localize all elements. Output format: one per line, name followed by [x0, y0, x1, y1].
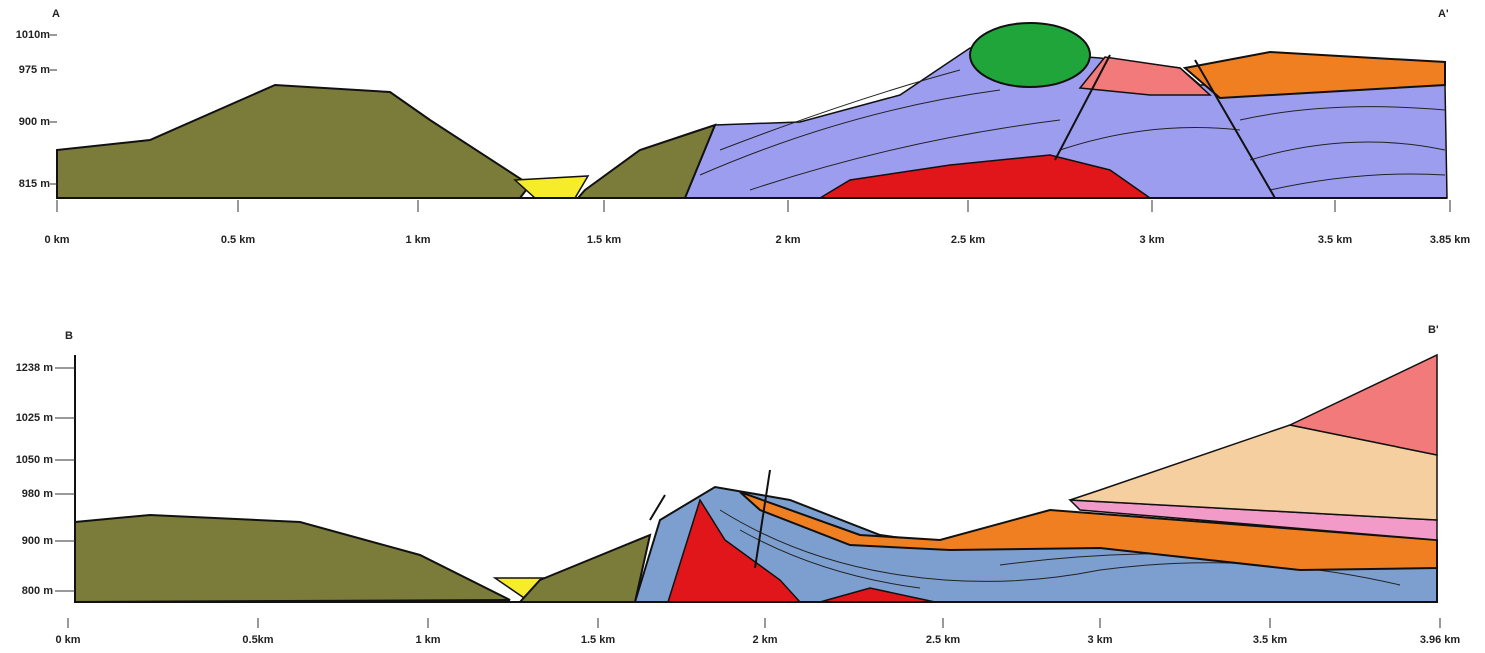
section-start-label: B — [65, 330, 73, 342]
faults — [1054, 54, 1276, 199]
faults — [649, 469, 771, 569]
distance-label: 1.5 km — [581, 634, 615, 646]
distance-label: 1.5 km — [587, 234, 621, 246]
elevation-label: 1025 m — [16, 412, 54, 424]
distance-label: 2.5 km — [926, 634, 960, 646]
olive-hill — [56, 83, 532, 199]
section-start-label: A — [52, 8, 60, 20]
distance-label: 3.5 km — [1318, 234, 1352, 246]
distance-label: 3.5 km — [1253, 634, 1287, 646]
valley-fill — [513, 175, 590, 199]
distance-label: 3 km — [1139, 234, 1164, 246]
elevation-label: 900 m — [22, 535, 53, 547]
elevation-label: 975 m — [19, 64, 50, 76]
section-end-label: B' — [1428, 324, 1439, 336]
red-top-unit — [1287, 353, 1438, 456]
section-b: B B' — [65, 324, 1439, 604]
distance-label: 3.96 km — [1420, 634, 1461, 646]
green-unit — [969, 22, 1091, 88]
distance-label: 3 km — [1087, 634, 1112, 646]
distance-label: 0.5km — [242, 634, 273, 646]
section-end-label: A' — [1438, 8, 1449, 20]
distance-label: 0.5 km — [221, 234, 255, 246]
distance-label: 3.85 km — [1430, 234, 1471, 246]
elevation-label: 980 m — [22, 488, 53, 500]
distance-label: 2.5 km — [951, 234, 985, 246]
distance-label: 1 km — [405, 234, 430, 246]
elevation-label: 1238 m — [16, 362, 54, 374]
distance-label: 0 km — [55, 634, 80, 646]
elevation-label: 1050 m — [16, 454, 54, 466]
elevation-label: 800 m — [22, 585, 53, 597]
axis-labels: 1010m 975 m 900 m 815 m 0 km 0.5 km 1 km 1.5 km… — [16, 29, 1471, 646]
distance-label: 1 km — [415, 634, 440, 646]
elevation-label: 1010m — [16, 29, 50, 41]
section-a: A A' — [52, 8, 1449, 199]
pink-unit — [1078, 56, 1212, 96]
olive-hill — [74, 513, 511, 604]
bedding — [699, 69, 1446, 191]
olive-hill-2 — [517, 533, 652, 603]
elevation-label: 900 m — [19, 116, 50, 128]
distance-label: 0 km — [44, 234, 69, 246]
distance-label: 2 km — [775, 234, 800, 246]
elevation-label: 815 m — [19, 178, 50, 190]
tan-unit — [1069, 424, 1438, 521]
distance-label: 2 km — [752, 634, 777, 646]
orange-unit — [739, 491, 1438, 572]
